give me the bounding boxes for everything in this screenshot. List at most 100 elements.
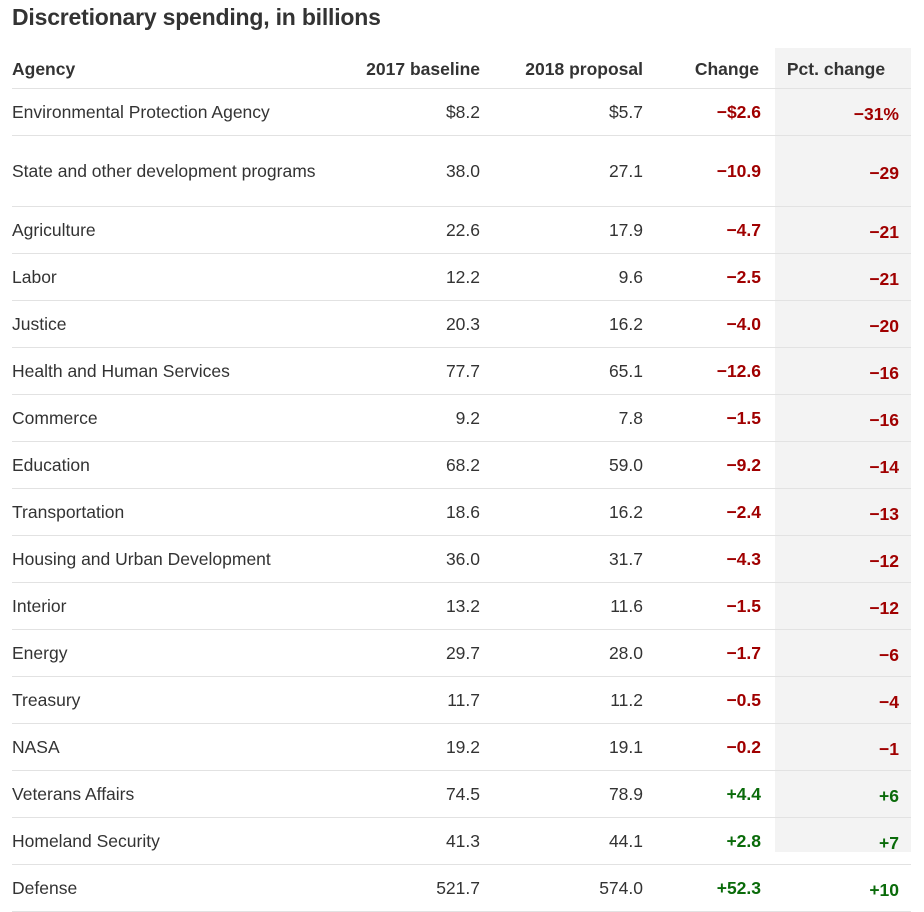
pct-change-cell: +7	[761, 817, 911, 865]
table-header-row: Agency 2017 baseline 2018 proposal Chang…	[12, 48, 911, 89]
baseline-cell: 521.7	[330, 864, 480, 912]
pct-change-cell: −6	[761, 629, 911, 677]
change-cell: −4.7	[643, 206, 761, 254]
agency-cell: Health and Human Services	[12, 347, 330, 395]
table-row: Defense 521.7 574.0 +52.3 +10	[12, 864, 911, 912]
change-cell: +2.8	[643, 817, 761, 865]
baseline-cell: 19.2	[330, 723, 480, 771]
baseline-cell: 12.2	[330, 253, 480, 301]
pct-change-cell: −4	[761, 676, 911, 724]
table-row: State and other development programs 38.0…	[12, 135, 911, 207]
agency-cell: Transportation	[12, 488, 330, 536]
baseline-cell: 41.3	[330, 817, 480, 865]
baseline-cell: 68.2	[330, 441, 480, 489]
agency-cell: Education	[12, 441, 330, 489]
baseline-cell: 13.2	[330, 582, 480, 630]
change-cell: −1.5	[643, 582, 761, 630]
agency-cell: Treasury	[12, 676, 330, 724]
pct-change-cell: −12	[761, 535, 911, 583]
table-row: Homeland Security 41.3 44.1 +2.8 +7	[12, 817, 911, 865]
table-row: Environmental Protection Agency $8.2 $5.7 −…	[12, 88, 911, 136]
change-cell: +4.4	[643, 770, 761, 818]
pct-change-cell: −29	[761, 135, 911, 207]
baseline-cell: 9.2	[330, 394, 480, 442]
proposal-cell: 78.9	[480, 770, 643, 818]
table-row: Housing and Urban Development 36.0 31.7 −4.…	[12, 535, 911, 583]
pct-change-cell: −16	[761, 347, 911, 395]
table-body: Environmental Protection Agency $8.2 $5.7−…	[12, 88, 911, 912]
page-title: Discretionary spending, in billions	[12, 4, 381, 30]
change-cell: −2.5	[643, 253, 761, 301]
pct-change-cell: −21	[761, 206, 911, 254]
table-row: Labor 12.2 9.6 −2.5 −21	[12, 253, 911, 301]
baseline-cell: 74.5	[330, 770, 480, 818]
pct-change-cell: −31%	[761, 88, 911, 136]
pct-change-cell: −20	[761, 300, 911, 348]
table-row: Treasury 11.7 11.2 −0.5 −4	[12, 676, 911, 724]
proposal-cell: 31.7	[480, 535, 643, 583]
change-cell: −2.4	[643, 488, 761, 536]
proposal-cell: 65.1	[480, 347, 643, 395]
header-2018-proposal: 2018 proposal	[480, 48, 643, 89]
change-cell: −10.9	[643, 135, 761, 207]
header-2017-baseline: 2017 baseline	[330, 48, 480, 89]
table-row: Transportation 18.6 16.2 −2.4 −13	[12, 488, 911, 536]
change-cell: +52.3	[643, 864, 761, 912]
table-row: Interior 13.2 11.6 −1.5 −12	[12, 582, 911, 630]
proposal-cell: $5.7	[480, 88, 643, 136]
proposal-cell: 44.1	[480, 817, 643, 865]
table-row: Energy 29.7 28.0 −1.7 −6	[12, 629, 911, 677]
proposal-cell: 19.1	[480, 723, 643, 771]
agency-cell: Interior	[12, 582, 330, 630]
proposal-cell: 7.8	[480, 394, 643, 442]
header-change: Change	[643, 48, 761, 89]
baseline-cell: 11.7	[330, 676, 480, 724]
change-cell: −4.0	[643, 300, 761, 348]
proposal-cell: 9.6	[480, 253, 643, 301]
pct-change-cell: −21	[761, 253, 911, 301]
header-pct-change: Pct. change	[761, 48, 911, 89]
baseline-cell: $8.2	[330, 88, 480, 136]
baseline-cell: 77.7	[330, 347, 480, 395]
pct-change-cell: +10	[761, 864, 911, 912]
agency-cell: Justice	[12, 300, 330, 348]
proposal-cell: 16.2	[480, 300, 643, 348]
pct-change-cell: −13	[761, 488, 911, 536]
agency-cell: State and other development programs	[12, 135, 330, 207]
agency-cell: Environmental Protection Agency	[12, 88, 330, 136]
table-row: Veterans Affairs 74.5 78.9 +4.4 +6	[12, 770, 911, 818]
table-row: Health and Human Services 77.7 65.1 −12.6 −1…	[12, 347, 911, 395]
table-row: Education 68.2 59.0 −9.2 −14	[12, 441, 911, 489]
agency-cell: Homeland Security	[12, 817, 330, 865]
proposal-cell: 11.2	[480, 676, 643, 724]
pct-change-cell: −16	[761, 394, 911, 442]
table-row: NASA 19.2 19.1 −0.2 −1	[12, 723, 911, 771]
agency-cell: Agriculture	[12, 206, 330, 254]
change-cell: −12.6	[643, 347, 761, 395]
agency-cell: Veterans Affairs	[12, 770, 330, 818]
change-cell: −9.2	[643, 441, 761, 489]
change-cell: −0.5	[643, 676, 761, 724]
proposal-cell: 59.0	[480, 441, 643, 489]
agency-cell: Defense	[12, 864, 330, 912]
baseline-cell: 18.6	[330, 488, 480, 536]
baseline-cell: 22.6	[330, 206, 480, 254]
pct-change-cell: +6	[761, 770, 911, 818]
agency-cell: Housing and Urban Development	[12, 535, 330, 583]
baseline-cell: 20.3	[330, 300, 480, 348]
proposal-cell: 11.6	[480, 582, 643, 630]
table-row: Commerce 9.2 7.8 −1.5 −16	[12, 394, 911, 442]
agency-cell: Labor	[12, 253, 330, 301]
proposal-cell: 16.2	[480, 488, 643, 536]
baseline-cell: 36.0	[330, 535, 480, 583]
table-row: Justice 20.3 16.2 −4.0 −20	[12, 300, 911, 348]
pct-change-cell: −14	[761, 441, 911, 489]
change-cell: −0.2	[643, 723, 761, 771]
pct-change-cell: −1	[761, 723, 911, 771]
table-row: Agriculture 22.6 17.9 −4.7 −21	[12, 206, 911, 254]
change-cell: −1.5	[643, 394, 761, 442]
proposal-cell: 574.0	[480, 864, 643, 912]
proposal-cell: 28.0	[480, 629, 643, 677]
pct-change-cell: −12	[761, 582, 911, 630]
baseline-cell: 29.7	[330, 629, 480, 677]
